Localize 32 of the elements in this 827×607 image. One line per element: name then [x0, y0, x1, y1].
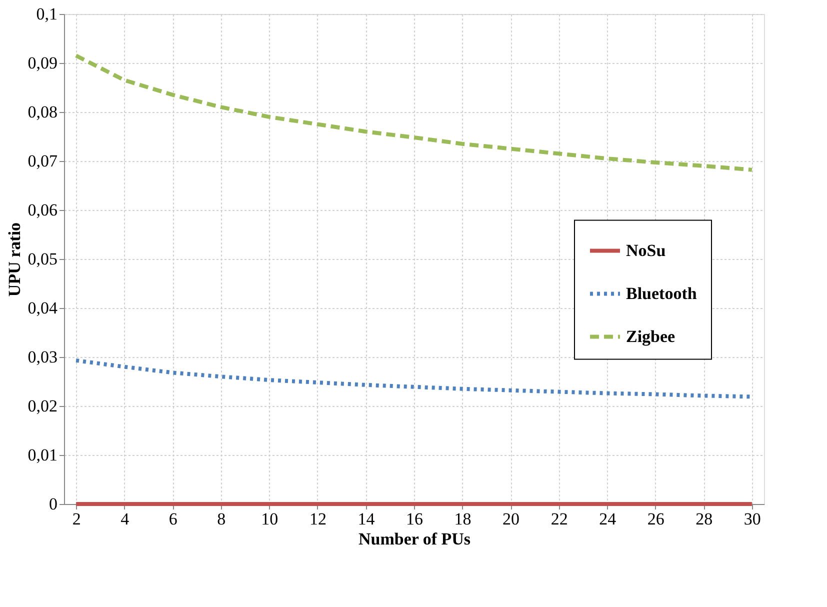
y-tick-label: 0,01	[28, 446, 58, 464]
x-tick-label: 20	[502, 510, 520, 528]
x-tick-label: 12	[309, 510, 326, 528]
x-tick-label: 14	[358, 510, 376, 528]
x-tick-label: 2	[72, 510, 81, 528]
y-tick-label: 0,1	[36, 4, 58, 24]
y-tick-label: 0,06	[28, 200, 58, 220]
line-series	[74, 54, 754, 172]
y-tick-label: 0,09	[28, 54, 58, 72]
x-tick-label: 30	[744, 510, 761, 528]
legend-label: Zigbee	[626, 326, 676, 346]
y-tick-label: 0,07	[28, 152, 58, 170]
x-axis-title: Number of PUs	[358, 530, 471, 548]
x-tick-label: 26	[647, 510, 664, 528]
legend-label: Bluetooth	[626, 284, 698, 303]
y-tick-label: 0,04	[28, 298, 58, 318]
y-tick-label: 0,03	[28, 348, 58, 366]
x-tick-label: 4	[120, 510, 130, 528]
x-tick-label: 10	[261, 510, 278, 528]
y-axis-title: UPU ratio	[4, 222, 24, 297]
x-tick-label: 22	[550, 510, 568, 528]
x-tick-label: 8	[217, 510, 226, 528]
y-tick-label: 0	[49, 494, 58, 514]
x-tick-label: 18	[454, 510, 472, 528]
legend-label: NoSu	[626, 240, 666, 260]
y-tick-label: 0,08	[28, 102, 58, 122]
y-tick-label: 0,05	[28, 250, 58, 268]
y-tick-label: 0,02	[28, 396, 58, 416]
x-tick-label: 24	[599, 510, 617, 528]
x-tick-label: 6	[168, 510, 178, 528]
x-tick-label: 28	[696, 510, 713, 528]
x-tick-label: 16	[406, 510, 423, 528]
